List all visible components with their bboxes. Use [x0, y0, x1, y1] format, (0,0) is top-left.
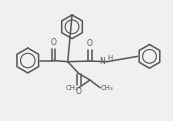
Text: O: O: [76, 87, 82, 96]
Text: CH₃: CH₃: [101, 85, 114, 91]
Text: N: N: [99, 57, 105, 66]
Text: O: O: [50, 38, 56, 47]
Text: H: H: [108, 55, 113, 61]
Text: CH₃: CH₃: [65, 85, 78, 91]
Text: O: O: [87, 39, 93, 48]
